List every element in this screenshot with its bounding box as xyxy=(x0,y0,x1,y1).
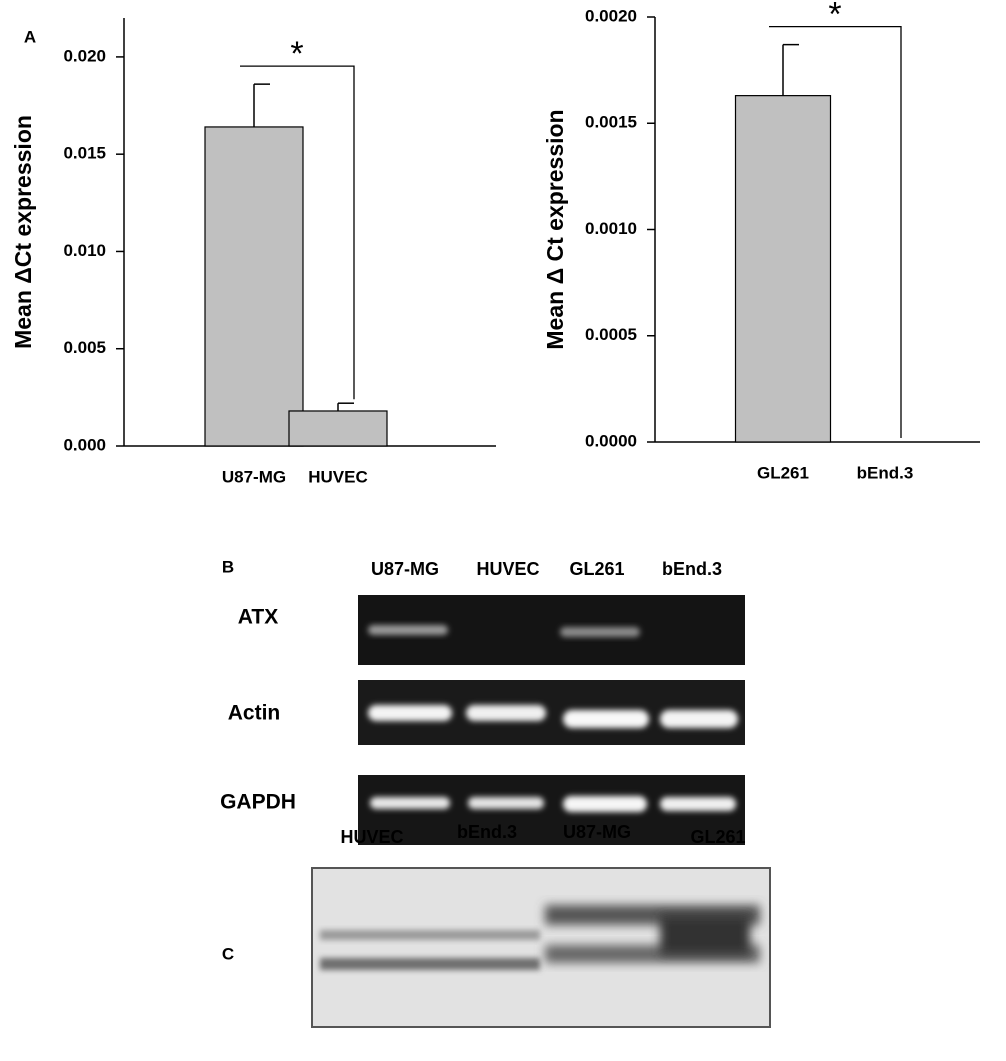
y-axis-label: Mean ΔCt expression xyxy=(10,115,36,349)
y-tick-label: 0.000 xyxy=(63,435,106,454)
y-axis-label: Mean Δ Ct expression xyxy=(542,109,568,349)
row-label: ATX xyxy=(238,606,278,629)
y-tick-label: 0.0000 xyxy=(585,431,637,450)
error-bar xyxy=(253,83,270,127)
lane-label: HUVEC xyxy=(476,559,539,579)
x-tick-label: GL261 xyxy=(757,463,809,482)
gel-band xyxy=(560,627,640,637)
row-label: Actin xyxy=(228,702,281,725)
panel-label: C xyxy=(222,944,234,963)
gel-b: U87-MG HUVEC GL261 bEnd.3 ATX Actin GAPD… xyxy=(220,559,745,845)
panel-label: B xyxy=(222,557,234,576)
y-tick-label: 0.0010 xyxy=(585,219,637,238)
significance-mark: * xyxy=(828,0,841,34)
y-tick-label: 0.005 xyxy=(63,338,106,357)
lane-label: HUVEC xyxy=(340,827,403,847)
gel-band xyxy=(563,710,649,728)
bar xyxy=(734,95,832,443)
y-tick-label: 0.0005 xyxy=(585,325,637,344)
x-tick-label: bEnd.3 xyxy=(857,463,914,482)
y-tick-label: 0.010 xyxy=(63,241,106,260)
y-tick-label: 0.015 xyxy=(63,144,106,163)
bar xyxy=(204,126,304,447)
y-tick-label: 0.020 xyxy=(63,46,106,65)
lane-label: GL261 xyxy=(690,827,745,847)
lane-label: U87-MG xyxy=(563,822,631,842)
blot-band xyxy=(320,958,540,970)
gel-band xyxy=(563,796,647,812)
y-tick-label: 0.0020 xyxy=(585,6,637,25)
lane-label: GL261 xyxy=(569,559,624,579)
western-c: HUVEC bEnd.3 U87-MG GL261 xyxy=(311,822,771,1028)
significance-bracket xyxy=(769,25,902,438)
gel-band xyxy=(368,625,448,635)
significance-mark: * xyxy=(290,35,303,73)
x-tick-label: U87-MG xyxy=(222,467,286,486)
panel-label: A xyxy=(24,27,36,46)
gel-band xyxy=(368,705,452,721)
bar xyxy=(288,410,388,447)
gel-band xyxy=(468,797,544,809)
y-tick-label: 0.0015 xyxy=(585,113,637,132)
significance-bracket xyxy=(240,65,355,400)
error-bar xyxy=(782,43,799,96)
lane-label: bEnd.3 xyxy=(662,559,722,579)
gel-band xyxy=(660,710,738,728)
lane-label: bEnd.3 xyxy=(457,822,517,842)
row-label: GAPDH xyxy=(220,791,296,814)
gel-band xyxy=(466,705,546,721)
blot-band xyxy=(660,915,750,955)
blot-band xyxy=(320,930,540,940)
x-tick-label: HUVEC xyxy=(308,467,368,486)
error-bar xyxy=(337,402,354,411)
gel-band xyxy=(660,797,736,811)
gel-band xyxy=(370,797,450,809)
lane-label: U87-MG xyxy=(371,559,439,579)
